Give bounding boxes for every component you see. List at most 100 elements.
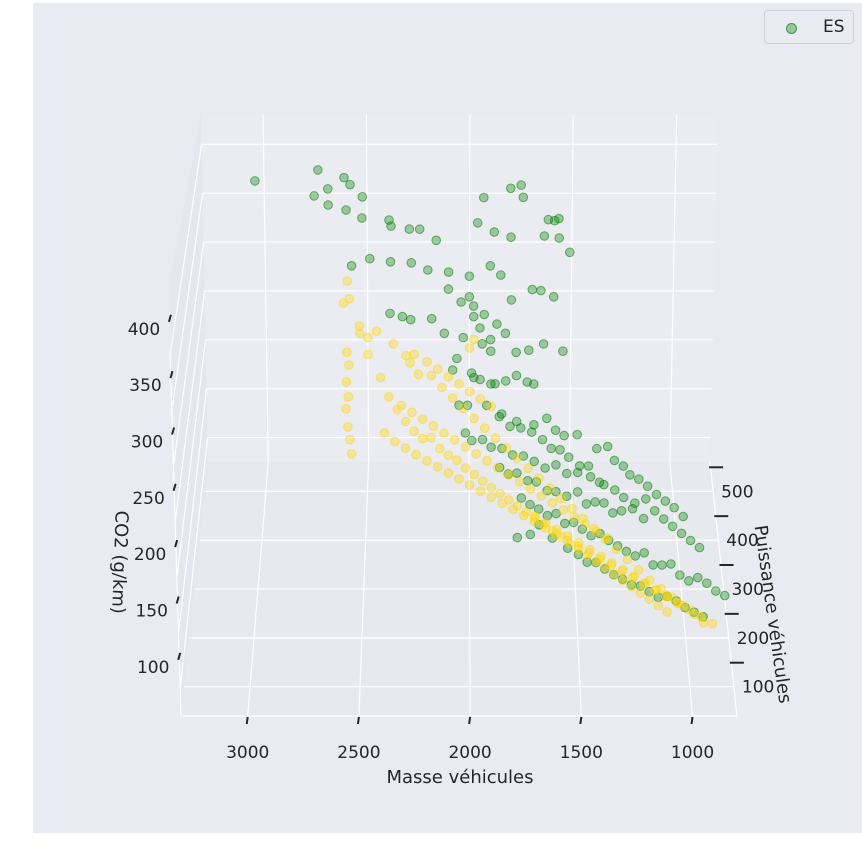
x-tick-mark: [690, 716, 694, 725]
point-es: [658, 514, 669, 524]
point-es: [468, 301, 479, 311]
point-es: [537, 434, 548, 445]
point-unlabeled: [540, 523, 551, 533]
point-es: [675, 570, 685, 581]
point-unlabeled: [363, 349, 373, 360]
z-tick-mark: [169, 370, 174, 379]
point-es: [529, 420, 539, 430]
point-es: [522, 475, 533, 486]
side-gridline-z: [173, 241, 205, 463]
point-es: [630, 498, 640, 509]
point-es: [511, 347, 521, 358]
point-es: [404, 224, 415, 234]
point-es: [439, 328, 450, 339]
point-unlabeled: [346, 449, 357, 459]
point-unlabeled: [482, 456, 492, 466]
point-unlabeled: [460, 442, 471, 452]
point-unlabeled: [343, 392, 354, 402]
point-es: [524, 345, 534, 356]
x-tick-label: 1500: [560, 743, 603, 763]
point-es: [551, 460, 561, 470]
point-unlabeled: [460, 463, 471, 473]
back-gridline-x: [468, 114, 471, 463]
point-es: [505, 421, 515, 432]
side-gridline-z: [171, 193, 204, 407]
side-gridline-z: [174, 290, 206, 519]
point-es: [572, 487, 583, 497]
x-tick-mark: [468, 716, 472, 725]
point-unlabeled: [556, 493, 566, 504]
point-es: [585, 472, 596, 482]
point-unlabeled: [578, 513, 588, 524]
back-gridline-x: [262, 114, 269, 463]
point-unlabeled: [563, 531, 573, 542]
point-unlabeled: [413, 369, 424, 380]
point-unlabeled: [475, 486, 486, 497]
point-es: [456, 297, 466, 307]
point-es: [486, 442, 496, 453]
point-unlabeled: [469, 413, 479, 424]
point-unlabeled: [432, 364, 443, 375]
point-es: [563, 452, 574, 463]
point-unlabeled: [678, 600, 689, 611]
point-unlabeled: [611, 544, 622, 555]
point-unlabeled: [443, 450, 454, 461]
point-es: [406, 258, 417, 268]
point-es: [542, 413, 552, 424]
point-es: [562, 468, 572, 479]
legend-label: ES: [823, 17, 845, 37]
point-unlabeled: [518, 510, 529, 521]
z-tick-label: 200: [134, 545, 166, 565]
point-unlabeled: [523, 463, 533, 474]
x-axis-ticks: 3000 2500 2000 1500 1000: [226, 716, 714, 763]
x-tick-label: 2000: [448, 743, 491, 763]
point-es: [475, 374, 485, 385]
point-unlabeled: [401, 350, 411, 361]
point-es: [649, 506, 660, 516]
point-es: [527, 284, 538, 295]
legend-marker-icon: [786, 23, 797, 34]
point-unlabeled: [390, 436, 400, 447]
point-es: [618, 492, 629, 503]
point-unlabeled: [490, 433, 501, 444]
point-es: [573, 549, 584, 560]
point-es: [405, 314, 416, 325]
point-es: [634, 474, 644, 485]
point-es: [550, 425, 561, 436]
point-unlabeled: [545, 483, 555, 494]
point-es: [346, 261, 357, 271]
point-es: [641, 494, 651, 504]
point-unlabeled: [534, 473, 544, 484]
point-unlabeled: [685, 605, 695, 615]
point-unlabeled: [426, 432, 436, 443]
point-es: [540, 463, 550, 473]
point-unlabeled: [580, 519, 591, 529]
point-es: [526, 427, 537, 437]
point-unlabeled: [547, 498, 558, 508]
point-unlabeled: [633, 565, 644, 575]
point-unlabeled: [432, 462, 443, 472]
point-unlabeled: [541, 518, 551, 528]
z-tick-mark: [174, 539, 179, 548]
point-es: [599, 479, 609, 490]
z-tick-label: 350: [129, 376, 161, 396]
x-tick-label: 2500: [337, 743, 380, 763]
point-unlabeled: [512, 453, 523, 463]
point-es: [560, 518, 570, 529]
point-es: [313, 165, 323, 175]
point-es: [365, 253, 375, 264]
point-unlabeled: [493, 463, 503, 473]
point-unlabeled: [635, 588, 646, 598]
point-es: [472, 218, 483, 228]
point-es: [468, 311, 479, 322]
point-es: [599, 498, 609, 508]
point-unlabeled: [607, 558, 617, 568]
z-tick-label: 250: [132, 489, 164, 509]
point-es: [485, 334, 496, 345]
point-es: [511, 370, 522, 381]
point-unlabeled: [536, 491, 547, 501]
point-unlabeled: [422, 357, 432, 367]
point-es: [506, 295, 517, 305]
point-unlabeled: [696, 612, 706, 622]
point-unlabeled: [585, 544, 595, 555]
